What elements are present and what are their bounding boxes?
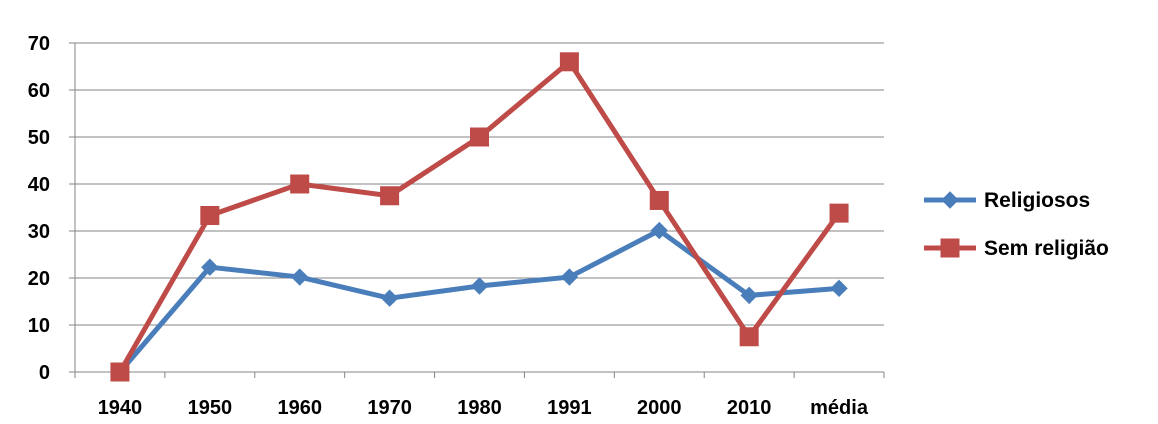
y-tick-label: 40	[28, 174, 50, 196]
legend-label: Sem religião	[984, 237, 1109, 260]
data-point	[649, 190, 669, 210]
y-tick-label: 70	[28, 33, 50, 55]
y-tick-label: 50	[28, 127, 50, 149]
data-point	[200, 205, 220, 225]
x-tick-label: 2000	[637, 397, 682, 419]
series-group	[110, 52, 849, 382]
y-tick-label: 20	[28, 268, 50, 290]
data-point	[650, 221, 668, 240]
data-point	[290, 174, 310, 194]
x-tick-label: 1950	[188, 397, 233, 419]
y-tick-label: 30	[28, 221, 50, 243]
x-tick-label: 1960	[277, 397, 322, 419]
data-point	[560, 268, 579, 286]
data-point	[380, 186, 400, 206]
x-tick-label: média	[810, 397, 869, 419]
data-point	[380, 289, 399, 307]
data-point	[941, 191, 959, 209]
data-point	[740, 286, 758, 305]
data-point	[829, 203, 849, 223]
x-tick-label: 1991	[547, 397, 592, 419]
y-axis-ticks: 0 10 20 30 40 50 60 70	[28, 33, 75, 384]
y-tick-label: 10	[28, 315, 50, 337]
data-point	[291, 268, 309, 286]
x-tick-label: 1940	[98, 397, 143, 419]
legend-label: Religiosos	[984, 189, 1090, 212]
data-point	[830, 279, 848, 298]
data-point	[739, 327, 759, 347]
data-point	[201, 258, 219, 276]
axes	[74, 43, 884, 373]
legend: Religiosos Sem religião	[924, 189, 1109, 260]
data-point	[470, 127, 489, 147]
y-tick-label: 60	[28, 80, 50, 102]
data-point	[559, 52, 579, 72]
data-point	[110, 362, 130, 382]
x-tick-label: 1980	[457, 397, 502, 419]
series-line	[118, 228, 840, 374]
x-axis-ticks: 1940 1950 1960 1970 1980 1991 2000 2010 média	[74, 372, 885, 419]
y-tick-label: 0	[39, 362, 50, 384]
data-point	[470, 277, 489, 295]
x-tick-label: 2010	[727, 397, 772, 419]
x-tick-label: 1970	[367, 397, 412, 419]
data-point	[940, 238, 960, 258]
